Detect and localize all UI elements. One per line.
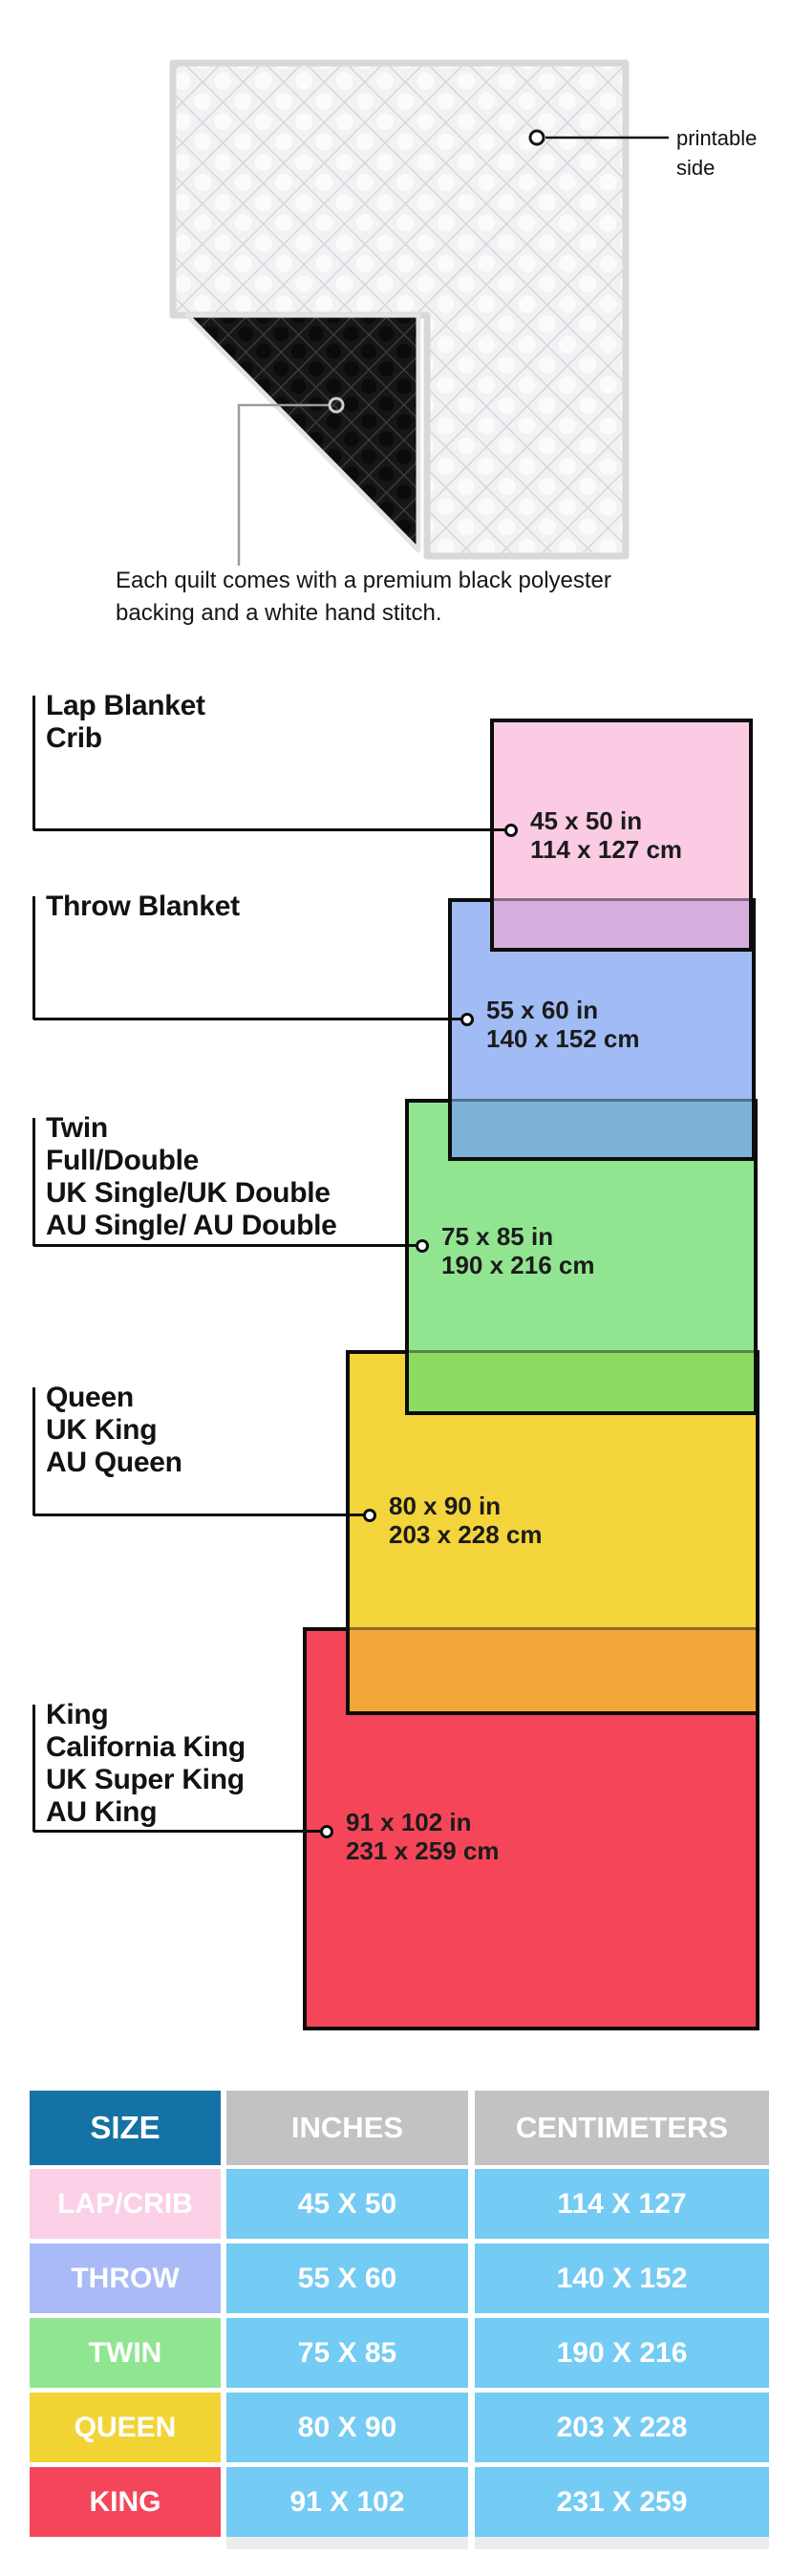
throw-dimensions-in: 55 x 60 in: [486, 996, 599, 1024]
table-row-twin-cm: 190 X 216: [475, 2318, 769, 2388]
queen-dimensions: 80 x 90 in 203 x 228 cm: [389, 1492, 542, 1549]
king-label-line: AU King: [46, 1796, 158, 1828]
twin-labels: Twin Full/Double UK Single/UK Double AU …: [46, 1112, 337, 1242]
king-label-line: California King: [46, 1731, 246, 1763]
twin-dimensions: 75 x 85 in 190 x 216 cm: [441, 1222, 594, 1279]
king-label-line: King: [46, 1699, 109, 1730]
quilt-caption-line2: backing and a white hand stitch.: [116, 600, 442, 626]
quilt-illustration: [169, 59, 669, 566]
lap-label-line: Lap Blanket: [46, 690, 205, 721]
king-marker: [320, 1825, 333, 1838]
twin-dimensions-cm: 190 x 216 cm: [441, 1251, 595, 1279]
lap-connector-line: [33, 828, 504, 831]
table-row-throw-inches: 55 X 60: [226, 2243, 468, 2313]
throw-marker: [460, 1013, 474, 1026]
king-labels: King California King UK Super King AU Ki…: [46, 1699, 246, 1829]
throw-connector-line: [33, 1018, 460, 1020]
queen-king-overlap: [350, 1627, 756, 1711]
lap-dimensions: 45 x 50 in 114 x 127 cm: [530, 806, 682, 864]
king-tick-line: [32, 1705, 35, 1832]
table-row-twin-size: TWIN: [30, 2318, 221, 2388]
table-row-king-size: KING: [30, 2467, 221, 2537]
quilt-caption: Each quilt comes with a premium black po…: [116, 565, 611, 630]
queen-connector-line: [33, 1513, 363, 1516]
backing-callout-marker: [328, 397, 345, 414]
table-row-queen-inches: 80 X 90: [226, 2393, 468, 2462]
table-row-queen-cm: 203 X 228: [475, 2393, 769, 2462]
table-row-lap-size: LAP/CRIB: [30, 2169, 221, 2239]
king-dimensions-in: 91 x 102 in: [346, 1808, 472, 1836]
quilt-front-white-shape: [169, 59, 630, 560]
king-dimensions-cm: 231 x 259 cm: [346, 1836, 500, 1865]
table-row-throw-size: THROW: [30, 2243, 221, 2313]
twin-label-line: Full/Double: [46, 1145, 200, 1176]
twin-queen-overlap: [409, 1350, 754, 1411]
lap-throw-overlap: [494, 898, 749, 948]
lap-dimensions-in: 45 x 50 in: [530, 806, 643, 835]
throw-label-line: Throw Blanket: [46, 891, 240, 922]
throw-dimensions: 55 x 60 in 140 x 152 cm: [486, 996, 639, 1053]
table-row-king-cm: 231 X 259: [475, 2467, 769, 2537]
table-row-queen-size: QUEEN: [30, 2393, 221, 2462]
table-row-twin-inches: 75 X 85: [226, 2318, 468, 2388]
table-row-king-inches: 91 X 102: [226, 2467, 468, 2537]
queen-dimensions-cm: 203 x 228 cm: [389, 1520, 543, 1549]
queen-label-line: UK King: [46, 1414, 158, 1446]
printable-side-label-line1: printable: [676, 126, 758, 150]
queen-label-line: AU Queen: [46, 1447, 182, 1478]
twin-tick-line: [32, 1118, 35, 1246]
throw-tick-line: [32, 896, 35, 1020]
lap-marker: [504, 824, 518, 837]
twin-dimensions-in: 75 x 85 in: [441, 1222, 554, 1251]
printable-side-label: printable side: [676, 123, 757, 182]
twin-connector-line: [33, 1244, 416, 1247]
twin-label-line: Twin: [46, 1112, 108, 1144]
table-shadow-right: [475, 2537, 769, 2549]
lap-label-line: Crib: [46, 722, 102, 754]
queen-labels: Queen UK King AU Queen: [46, 1382, 182, 1479]
twin-label-line: AU Single/ AU Double: [46, 1210, 337, 1241]
printable-side-label-line2: side: [676, 156, 716, 180]
printable-side-callout-marker: [528, 129, 545, 146]
quilt-caption-line1: Each quilt comes with a premium black po…: [116, 568, 611, 593]
table-shadow-left: [226, 2537, 468, 2549]
table-header-centimeters: CENTIMETERS: [475, 2091, 769, 2165]
king-connector-line: [33, 1830, 320, 1833]
twin-marker: [416, 1239, 429, 1253]
table-row-lap-inches: 45 X 50: [226, 2169, 468, 2239]
throw-dimensions-cm: 140 x 152 cm: [486, 1024, 640, 1053]
lap-tick-line: [32, 696, 35, 830]
lap-dimensions-cm: 114 x 127 cm: [530, 835, 683, 864]
quilt-backing-black-triangle: [184, 312, 421, 553]
table-header-inches: INCHES: [226, 2091, 468, 2165]
backing-callout-line: [237, 403, 329, 566]
lap-labels: Lap Blanket Crib: [46, 690, 205, 755]
throw-labels: Throw Blanket: [46, 891, 240, 923]
queen-marker: [363, 1509, 376, 1522]
queen-tick-line: [32, 1387, 35, 1515]
table-row-lap-cm: 114 X 127: [475, 2169, 769, 2239]
table-header-size: SIZE: [30, 2091, 221, 2165]
king-label-line: UK Super King: [46, 1764, 245, 1795]
twin-label-line: UK Single/UK Double: [46, 1177, 331, 1209]
table-row-throw-cm: 140 X 152: [475, 2243, 769, 2313]
queen-label-line: Queen: [46, 1382, 134, 1413]
king-dimensions: 91 x 102 in 231 x 259 cm: [346, 1808, 499, 1865]
throw-twin-overlap: [452, 1099, 752, 1157]
queen-dimensions-in: 80 x 90 in: [389, 1492, 502, 1520]
